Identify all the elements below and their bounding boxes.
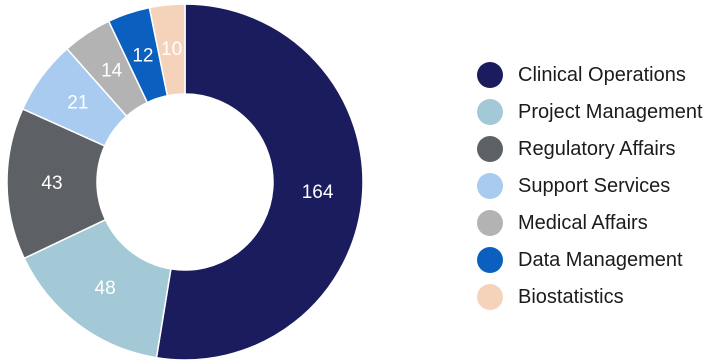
legend-swatch [477,99,503,125]
legend-item-regulatory-affairs: Regulatory Affairs [477,136,676,162]
legend-item-clinical-operations: Clinical Operations [477,62,686,88]
legend-item-project-management: Project Management [477,99,703,125]
slice-value-label-medical-affairs: 14 [101,61,123,82]
donut-slice-project-management [23,218,172,359]
legend-item-biostatistics: Biostatistics [477,284,624,310]
legend-label: Regulatory Affairs [518,138,676,160]
legend-label: Support Services [518,175,670,197]
legend-label: Data Management [518,249,683,271]
legend-item-medical-affairs: Medical Affairs [477,210,648,236]
donut-slices [6,3,364,360]
legend-swatch [477,247,503,273]
legend-swatch [477,136,503,162]
legend-swatch [477,210,503,236]
slice-value-label-biostatistics: 10 [161,39,182,60]
legend-label: Clinical Operations [518,64,686,86]
slice-value-label-data-management: 12 [132,45,153,66]
slice-labels: 164 48 43 21 14 12 10 [41,39,333,299]
donut-slice-biostatistics [148,3,186,97]
slice-value-label-clinical-operations: 164 [302,182,334,203]
slice-value-label-regulatory-affairs: 43 [41,173,62,194]
legend-label: Project Management [518,101,703,123]
legend-swatch [477,284,503,310]
legend-item-data-management: Data Management [477,247,683,273]
legend-label: Medical Affairs [518,212,648,234]
slice-value-label-support-services: 21 [67,93,88,114]
legend-item-support-services: Support Services [477,173,670,199]
legend: Clinical Operations Project Management Reg… [477,62,703,310]
legend-swatch [477,173,503,199]
donut-slice-clinical-operations [155,3,364,360]
legend-label: Biostatistics [518,286,624,308]
slice-value-label-project-management: 48 [95,278,116,299]
legend-swatch [477,62,503,88]
